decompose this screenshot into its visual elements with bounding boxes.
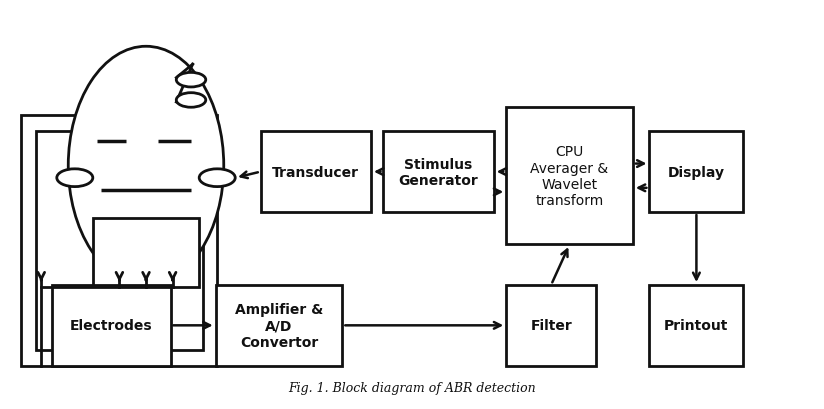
Bar [383, 132, 494, 213]
Text: CPU
Averager &
Wavelet
transform: CPU Averager & Wavelet transform [531, 145, 609, 207]
Text: Filter: Filter [531, 319, 572, 333]
Text: Amplifier &
A/D
Convertor: Amplifier & A/D Convertor [235, 302, 323, 349]
Ellipse shape [68, 47, 224, 285]
Bar [35, 132, 204, 350]
Bar [216, 285, 343, 366]
Text: Fig. 1. Block diagram of ABR detection: Fig. 1. Block diagram of ABR detection [288, 381, 536, 394]
Text: Printout: Printout [664, 319, 728, 333]
Circle shape [199, 169, 235, 187]
Bar [506, 285, 596, 366]
Bar [649, 132, 743, 213]
Text: Display: Display [668, 165, 725, 179]
Bar [649, 285, 743, 366]
Text: Transducer: Transducer [273, 165, 359, 179]
Bar [506, 108, 633, 245]
Text: Electrodes: Electrodes [70, 319, 152, 333]
Circle shape [176, 93, 206, 108]
Circle shape [57, 169, 93, 187]
Bar [21, 116, 218, 366]
Circle shape [176, 73, 206, 88]
Bar [260, 132, 371, 213]
Text: Stimulus
Generator: Stimulus Generator [399, 157, 479, 187]
Bar [52, 285, 171, 366]
Bar [93, 219, 199, 287]
